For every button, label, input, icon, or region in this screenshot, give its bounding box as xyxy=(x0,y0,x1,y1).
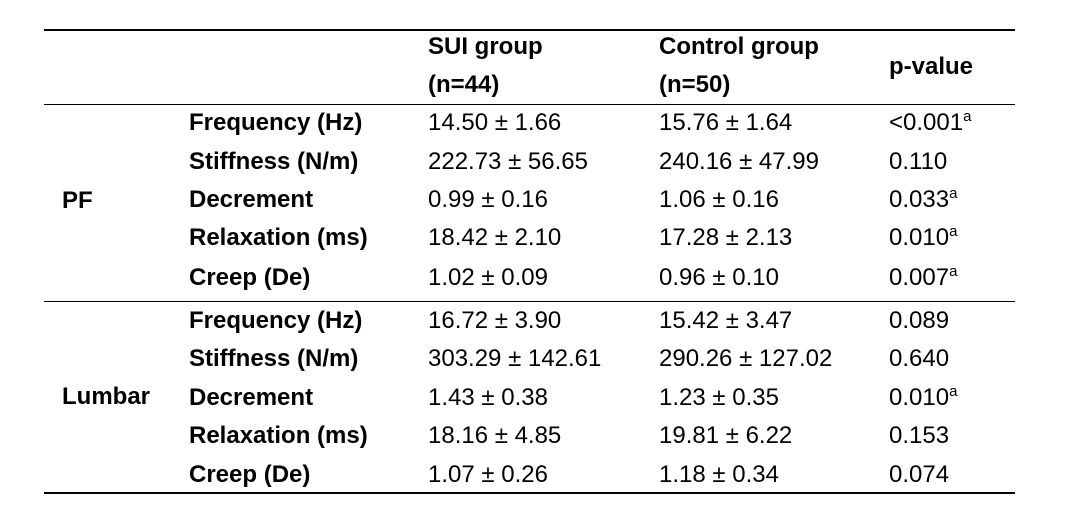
significance-marker: a xyxy=(949,223,958,240)
pvalue-cell: 0.010a xyxy=(889,384,957,412)
sui-value-cell: 303.29 ± 142.61 xyxy=(428,345,602,372)
pvalue-cell: 0.110 xyxy=(889,148,947,176)
parameter-cell: Stiffness (N/m) xyxy=(189,345,359,372)
significance-marker: a xyxy=(963,108,972,125)
header-sui-title: SUI group xyxy=(428,33,543,60)
pvalue-text: 0.010 xyxy=(889,224,950,251)
sui-value-cell: 1.07 ± 0.26 xyxy=(428,461,548,488)
control-value-cell: 15.42 ± 3.47 xyxy=(659,307,793,334)
control-value-cell: 19.81 ± 6.22 xyxy=(659,422,793,449)
pvalue-cell: <0.001a xyxy=(889,109,971,137)
pvalue-cell: 0.033a xyxy=(889,186,957,214)
group-label: Lumbar xyxy=(62,383,151,410)
header-control-title: Control group xyxy=(659,33,819,60)
parameter-cell: Creep (De) xyxy=(189,264,311,291)
table-top-rule xyxy=(44,29,1015,31)
sui-value-cell: 1.43 ± 0.38 xyxy=(428,384,548,411)
header-sui-count: (n=44) xyxy=(428,71,500,98)
control-value-cell: 15.76 ± 1.64 xyxy=(659,109,793,136)
control-value-cell: 1.18 ± 0.34 xyxy=(659,461,779,488)
header-rule xyxy=(44,104,1015,105)
parameter-cell: Frequency (Hz) xyxy=(189,109,363,136)
significance-marker: a xyxy=(949,263,958,280)
pvalue-text: 0.089 xyxy=(889,307,950,334)
significance-marker: a xyxy=(949,185,958,202)
pvalue-cell: 0.074 xyxy=(889,461,949,489)
sui-value-cell: 14.50 ± 1.66 xyxy=(428,109,562,136)
group-label: PF xyxy=(62,187,93,214)
pvalue-text: 0.010 xyxy=(889,384,950,411)
control-value-cell: 240.16 ± 47.99 xyxy=(659,148,819,175)
header-pvalue: p-value xyxy=(889,53,974,80)
pvalue-text: 0.074 xyxy=(889,461,950,488)
pvalue-text: <0.001 xyxy=(889,109,964,136)
pvalue-text: 0.033 xyxy=(889,186,950,213)
sui-value-cell: 16.72 ± 3.90 xyxy=(428,307,562,334)
control-value-cell: 1.23 ± 0.35 xyxy=(659,384,779,411)
parameter-cell: Frequency (Hz) xyxy=(189,307,363,334)
control-value-cell: 17.28 ± 2.13 xyxy=(659,224,793,251)
pvalue-cell: 0.153 xyxy=(889,422,949,450)
control-value-cell: 1.06 ± 0.16 xyxy=(659,186,779,213)
pvalue-cell: 0.640 xyxy=(889,345,949,373)
results-table: SUI group (n=44) Control group (n=50) p-… xyxy=(44,29,1015,494)
sui-value-cell: 222.73 ± 56.65 xyxy=(428,148,588,175)
sui-value-cell: 18.16 ± 4.85 xyxy=(428,422,562,449)
pvalue-cell: 0.010a xyxy=(889,224,957,252)
table-bottom-rule xyxy=(44,492,1015,494)
sui-value-cell: 0.99 ± 0.16 xyxy=(428,186,548,213)
parameter-cell: Stiffness (N/m) xyxy=(189,148,359,175)
header-control-count: (n=50) xyxy=(659,71,731,98)
parameter-cell: Relaxation (ms) xyxy=(189,422,368,449)
parameter-cell: Decrement xyxy=(189,384,314,411)
parameter-cell: Decrement xyxy=(189,186,314,213)
pvalue-text: 0.153 xyxy=(889,422,950,449)
pvalue-cell: 0.089 xyxy=(889,307,949,335)
significance-marker: a xyxy=(949,383,958,400)
sui-value-cell: 1.02 ± 0.09 xyxy=(428,264,548,291)
pvalue-text: 0.640 xyxy=(889,345,950,372)
pvalue-cell: 0.007a xyxy=(889,264,957,292)
pvalue-text: 0.110 xyxy=(889,148,948,175)
group-divider-rule xyxy=(44,301,1015,302)
pvalue-text: 0.007 xyxy=(889,264,950,291)
sui-value-cell: 18.42 ± 2.10 xyxy=(428,224,562,251)
control-value-cell: 0.96 ± 0.10 xyxy=(659,264,779,291)
parameter-cell: Relaxation (ms) xyxy=(189,224,368,251)
parameter-cell: Creep (De) xyxy=(189,461,311,488)
control-value-cell: 290.26 ± 127.02 xyxy=(659,345,833,372)
